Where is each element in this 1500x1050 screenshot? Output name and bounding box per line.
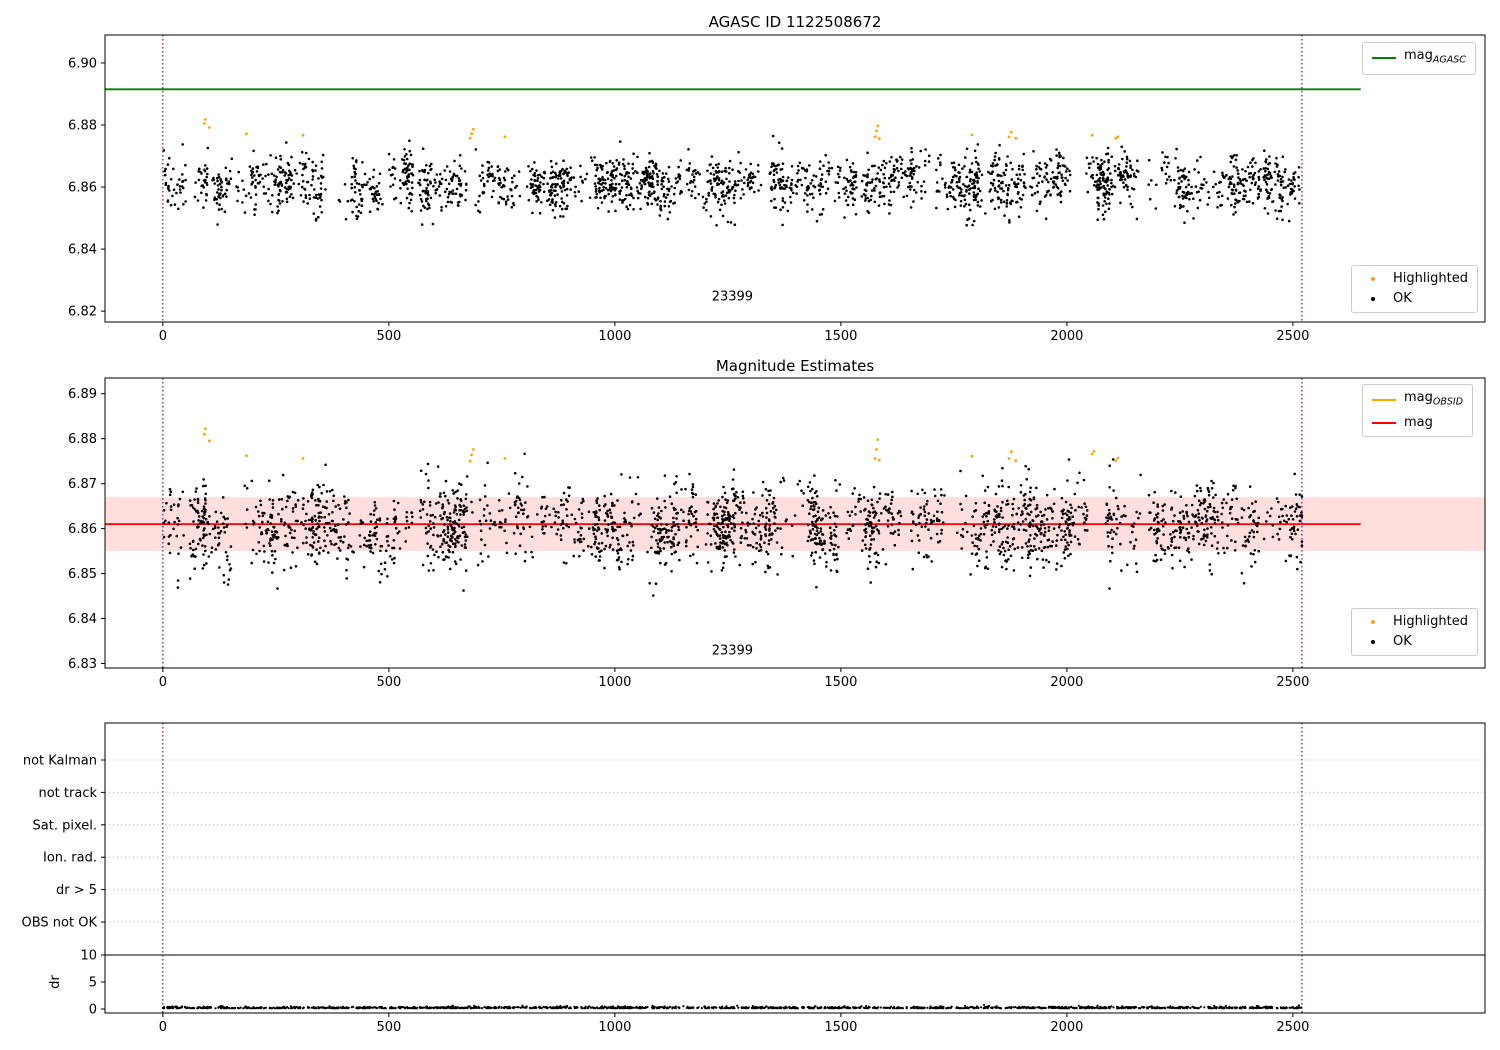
highlighted-label: Highlighted xyxy=(1393,614,1468,629)
highlighted-label: Highlighted xyxy=(1393,271,1468,286)
legend-highlighted-ok-middle: Highlighted OK xyxy=(1351,608,1478,656)
magnitude-estimates-plot: 0 500 1000 1500 2000 2500 6.83 6.84 6.85 6.86 6.87… xyxy=(68,377,1486,690)
flag-category-label: not track xyxy=(38,786,97,801)
legend-mag-agasc: magAGASC xyxy=(1362,42,1476,75)
ok-dot-swatch-wrap xyxy=(1361,297,1385,301)
dr-tick-label: 0 xyxy=(89,1003,97,1018)
legend-item-ok: OK xyxy=(1361,291,1468,307)
legend-highlighted-ok-top: Highlighted OK xyxy=(1351,265,1478,313)
x-tick-label: 500 xyxy=(376,675,401,690)
mag-mean-line-swatch-wrap xyxy=(1372,421,1396,424)
x-tick-label: 1000 xyxy=(598,675,631,690)
x-tick-label: 2000 xyxy=(1050,1020,1083,1035)
ok-points xyxy=(162,134,1301,227)
x-tick-label: 500 xyxy=(376,329,401,344)
x-tick-label: 0 xyxy=(159,675,167,690)
flag-category-label: OBS not OK xyxy=(22,916,98,931)
y-tick-label: 6.82 xyxy=(68,305,97,320)
legend-item-mag-mean: mag xyxy=(1372,415,1463,431)
x-tick-label: 1500 xyxy=(824,675,857,690)
x-tick-label: 2000 xyxy=(1050,329,1083,344)
mag-agasc-label: magAGASC xyxy=(1404,48,1466,69)
y-tick-label: 6.86 xyxy=(68,181,97,196)
flags-dr-plot: not Kalman not track Sat. pixel. Ion. rad. d… xyxy=(22,722,1486,1035)
y-tick-label: 6.88 xyxy=(68,432,97,447)
ok-dot-swatch xyxy=(1371,640,1375,644)
ok-dot-swatch xyxy=(1371,297,1375,301)
observed-mags-plot: 0 500 1000 1500 2000 2500 6.82 6.84 6.86 6.88 6.90… xyxy=(68,34,1486,344)
x-tick-label: 2500 xyxy=(1276,1020,1309,1035)
legend-item-mag-obsid: magOBSID xyxy=(1372,390,1463,411)
legend-item-highlighted: Highlighted xyxy=(1361,271,1468,287)
x-tick-label: 1500 xyxy=(824,329,857,344)
flag-category-label: dr > 5 xyxy=(56,883,97,898)
y-tick-label: 6.84 xyxy=(68,243,97,258)
y-tick-label: 6.83 xyxy=(68,657,97,672)
flag-category-label: not Kalman xyxy=(23,754,97,769)
ok-points xyxy=(162,452,1304,597)
x-tick-label: 2000 xyxy=(1050,675,1083,690)
highlighted-dot-swatch xyxy=(1371,277,1375,281)
x-tick-label: 2500 xyxy=(1276,675,1309,690)
axes-frame xyxy=(104,377,1486,669)
mag-obsid-label: magOBSID xyxy=(1404,390,1463,411)
mag-obsid-label-main: mag xyxy=(1404,390,1433,405)
x-tick-label: 0 xyxy=(159,329,167,344)
mag-obsid-line-swatch-wrap xyxy=(1372,399,1396,402)
x-tick-label: 1500 xyxy=(824,1020,857,1035)
y-tick-label: 6.85 xyxy=(68,567,97,582)
y-tick-label: 6.87 xyxy=(68,477,97,492)
dr-points xyxy=(161,1003,1303,1010)
flag-category-label: Sat. pixel. xyxy=(33,818,97,833)
highlighted-points xyxy=(203,427,1120,463)
mag-agasc-label-main: mag xyxy=(1404,48,1433,63)
highlighted-dot-swatch-wrap xyxy=(1361,277,1385,281)
mag-mean-label: mag xyxy=(1404,414,1433,430)
x-tick-label: 2500 xyxy=(1276,329,1309,344)
ok-label: OK xyxy=(1393,291,1412,306)
mag-agasc-line-swatch-wrap xyxy=(1372,57,1396,60)
x-tick-label: 1000 xyxy=(598,329,631,344)
middle-plot-title: Magnitude Estimates xyxy=(715,357,875,375)
x-tick-label: 500 xyxy=(376,1020,401,1035)
x-tick-label: 0 xyxy=(159,1020,167,1035)
mag-obsid-label-sub: OBSID xyxy=(1432,396,1464,408)
mag-agasc-line-swatch xyxy=(1372,57,1396,60)
legend-item-ok: OK xyxy=(1361,634,1468,650)
axes-frame xyxy=(104,722,1486,1014)
dr-tick-label: 5 xyxy=(89,976,97,991)
y-tick-label: 6.89 xyxy=(68,387,97,402)
highlighted-dot-swatch xyxy=(1371,620,1375,624)
dr-tick-label: 10 xyxy=(80,949,97,964)
ok-dot-swatch-wrap xyxy=(1361,640,1385,644)
highlighted-dot-swatch-wrap xyxy=(1361,620,1385,624)
mag-obsid-line-swatch xyxy=(1372,399,1396,402)
y-tick-label: 6.90 xyxy=(68,56,97,71)
legend-item-highlighted: Highlighted xyxy=(1361,614,1468,630)
ok-label: OK xyxy=(1393,634,1412,649)
dr-axis-label: dr xyxy=(48,975,63,989)
flag-category-label: Ion. rad. xyxy=(43,851,97,866)
legend-obsid-mag: magOBSID mag xyxy=(1362,384,1474,437)
highlighted-points xyxy=(203,118,1120,140)
sample-count-annotation: 23399 xyxy=(712,289,753,304)
top-plot-title: AGASC ID 1122508672 xyxy=(708,13,882,31)
mag-mean-line-swatch xyxy=(1372,421,1396,424)
sample-count-annotation: 23399 xyxy=(712,644,753,659)
y-tick-label: 6.86 xyxy=(68,522,97,537)
legend-item-mag-agasc: magAGASC xyxy=(1372,48,1466,69)
axes-frame xyxy=(104,34,1486,323)
x-tick-label: 1000 xyxy=(598,1020,631,1035)
y-tick-label: 6.84 xyxy=(68,612,97,627)
mag-agasc-label-sub: AGASC xyxy=(1432,54,1466,66)
y-tick-label: 6.88 xyxy=(68,118,97,133)
